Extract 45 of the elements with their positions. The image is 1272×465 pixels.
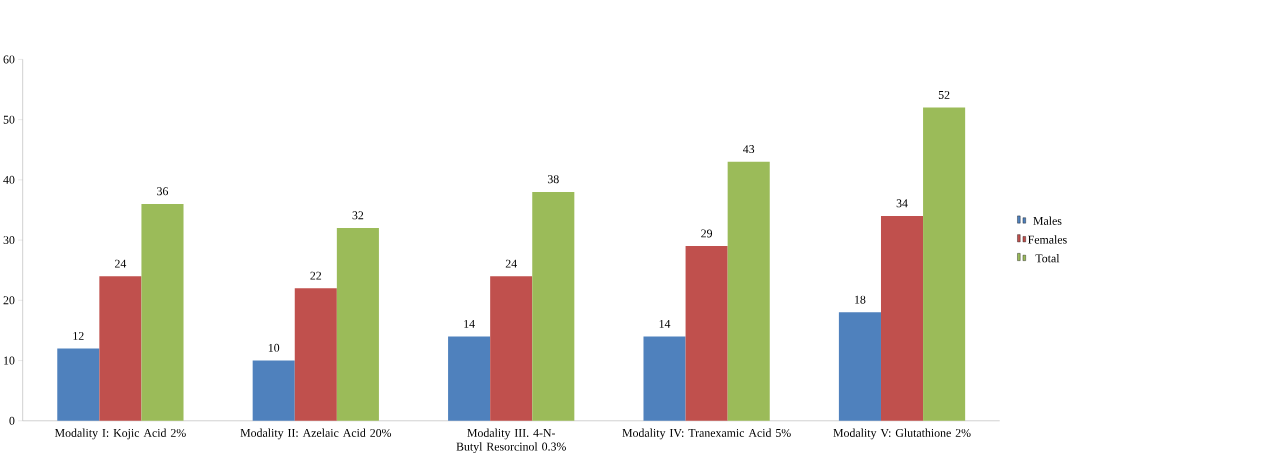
- data-label: 12: [73, 332, 84, 340]
- data-label: 43: [743, 145, 755, 154]
- bar: [643, 336, 686, 421]
- y-tick-label: 30: [3, 236, 15, 245]
- data-label: 34: [896, 199, 908, 208]
- data-label: 14: [659, 320, 671, 328]
- y-tick-label: 50: [3, 115, 15, 124]
- bar: [838, 312, 881, 421]
- y-tick-label: 40: [3, 175, 15, 184]
- data-label: 36: [157, 187, 169, 196]
- bar: [448, 336, 491, 421]
- x-tick-label: Modality IV: Tranexamic Acid 5%: [622, 428, 791, 440]
- bar: [923, 107, 966, 421]
- data-label: 24: [114, 259, 127, 268]
- data-label: 24: [505, 259, 517, 268]
- data-label: 52: [938, 91, 950, 99]
- data-label: 22: [310, 271, 322, 280]
- y-tick-label: 20: [3, 296, 15, 305]
- legend-label: Total: [1035, 254, 1060, 263]
- data-label: 14: [464, 320, 475, 328]
- x-tick-label: Modality III. 4-N-Butyl Resorcinol 0.3%: [456, 428, 566, 454]
- bar: [685, 246, 728, 421]
- x-tick-label: Modality I: Kojic Acid 2%: [54, 428, 186, 440]
- bar: [294, 288, 337, 421]
- bar: [532, 192, 575, 421]
- legend-label: Females: [1028, 235, 1067, 244]
- data-label: 18: [855, 295, 866, 304]
- bar: [727, 161, 770, 421]
- bar: [880, 216, 924, 421]
- legend-label: Males: [1033, 216, 1062, 226]
- bar: [57, 348, 100, 421]
- bar: [336, 228, 379, 421]
- bar: [141, 204, 184, 421]
- data-label: 32: [352, 211, 364, 220]
- bar: [252, 360, 295, 421]
- y-tick-label: 0: [9, 416, 15, 425]
- x-tick-label: Modality V: Glutathione 2%: [833, 428, 971, 440]
- data-label: 29: [701, 229, 713, 238]
- bar: [490, 276, 533, 421]
- x-tick-label: Modality II: Azelaic Acid 20%: [240, 428, 392, 440]
- y-tick-label: 10: [4, 356, 15, 365]
- y-tick-label: 60: [3, 55, 15, 64]
- data-label: 10: [268, 343, 280, 352]
- bar: [99, 276, 142, 421]
- data-label: 38: [547, 175, 559, 184]
